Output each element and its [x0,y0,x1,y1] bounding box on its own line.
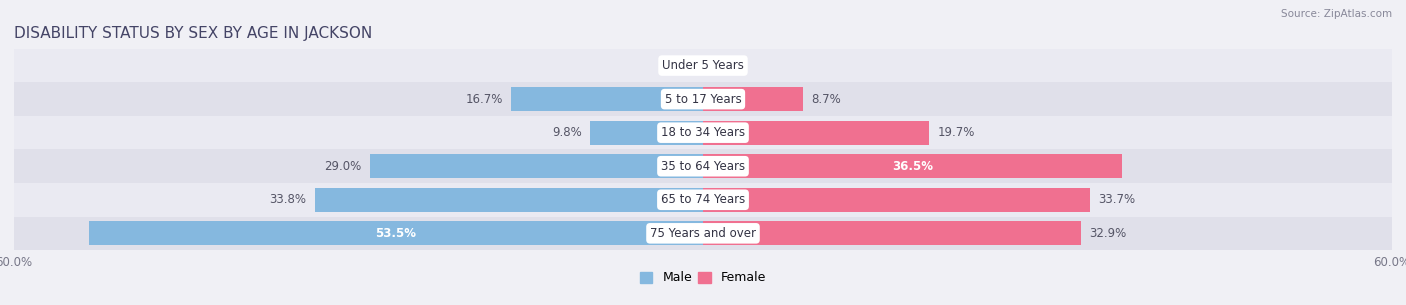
Bar [14,183,1392,217]
Text: 9.8%: 9.8% [553,126,582,139]
Text: Source: ZipAtlas.com: Source: ZipAtlas.com [1281,9,1392,19]
Text: 53.5%: 53.5% [375,227,416,240]
Bar [703,120,929,145]
Text: 19.7%: 19.7% [938,126,974,139]
Bar [14,82,1392,116]
Text: 35 to 64 Years: 35 to 64 Years [661,160,745,173]
Text: 33.8%: 33.8% [270,193,307,206]
Text: 36.5%: 36.5% [891,160,934,173]
Bar [14,49,1392,82]
Text: 75 Years and over: 75 Years and over [650,227,756,240]
Bar [512,87,703,111]
Bar [370,154,703,178]
Bar [703,154,1122,178]
Text: DISABILITY STATUS BY SEX BY AGE IN JACKSON: DISABILITY STATUS BY SEX BY AGE IN JACKS… [14,26,373,41]
Bar [703,188,1090,212]
Text: 29.0%: 29.0% [325,160,361,173]
Legend: Male, Female: Male, Female [636,267,770,288]
Text: 32.9%: 32.9% [1090,227,1126,240]
Text: 0.0%: 0.0% [713,59,742,72]
Text: 5 to 17 Years: 5 to 17 Years [665,93,741,106]
Text: 33.7%: 33.7% [1098,193,1136,206]
Bar [89,221,703,246]
Text: 8.7%: 8.7% [811,93,841,106]
Bar [14,116,1392,149]
Bar [703,87,803,111]
Text: 0.0%: 0.0% [664,59,693,72]
Bar [14,149,1392,183]
Bar [703,221,1081,246]
Text: 16.7%: 16.7% [465,93,503,106]
Text: Under 5 Years: Under 5 Years [662,59,744,72]
Bar [315,188,703,212]
Bar [591,120,703,145]
Text: 65 to 74 Years: 65 to 74 Years [661,193,745,206]
Bar [14,217,1392,250]
Text: 18 to 34 Years: 18 to 34 Years [661,126,745,139]
